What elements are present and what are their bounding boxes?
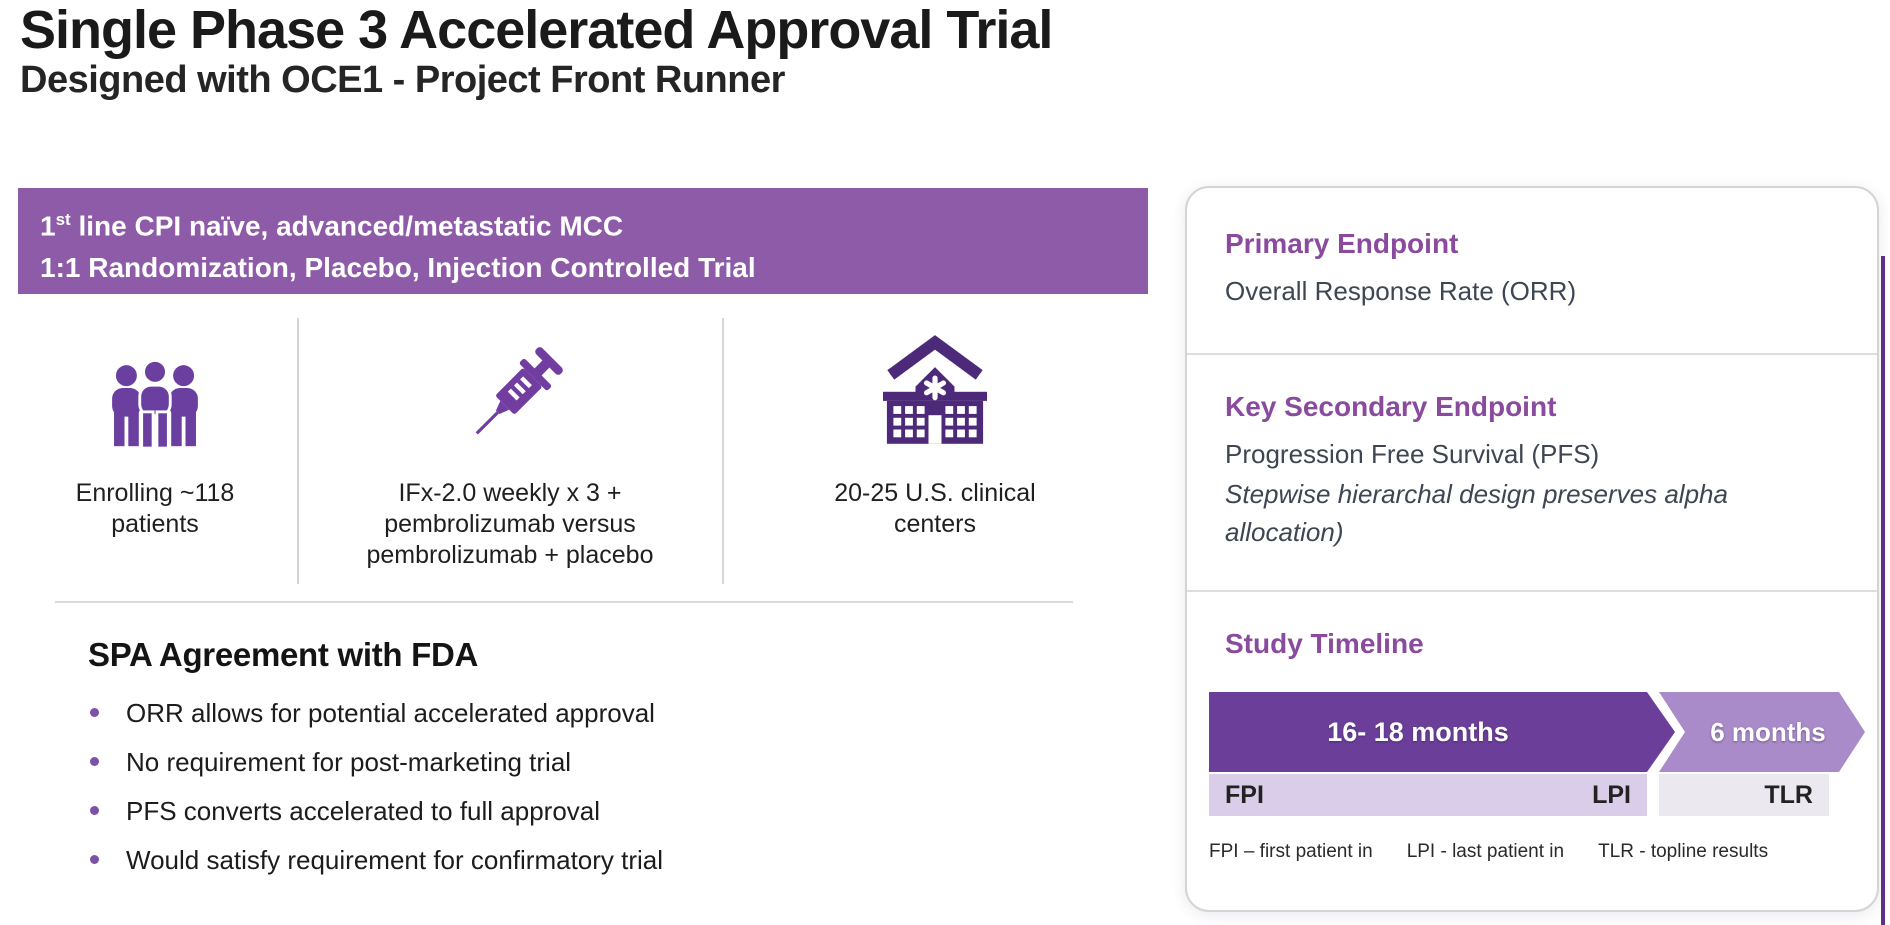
trial-design-banner: 1st line CPI naïve, advanced/metastatic … bbox=[18, 188, 1148, 294]
page-subtitle: Designed with OCE1 - Project Front Runne… bbox=[20, 59, 785, 101]
timeline-phase2-milestones: TLR bbox=[1659, 774, 1829, 816]
milestone-fpi: FPI bbox=[1225, 780, 1264, 809]
timeline-arrows: 16- 18 months 6 months bbox=[1187, 692, 1877, 772]
spa-bullet-4: Would satisfy requirement for confirmato… bbox=[88, 845, 663, 875]
endpoints-card: Primary Endpoint Overall Response Rate (… bbox=[1185, 186, 1879, 912]
legend-tlr: TLR - topline results bbox=[1598, 841, 1769, 862]
spa-heading: SPA Agreement with FDA bbox=[88, 636, 479, 673]
legend-lpi: LPI - last patient in bbox=[1406, 841, 1565, 862]
banner-line-1: 1st line CPI naïve, advanced/metastatic … bbox=[40, 199, 1148, 247]
bullet-dot-icon bbox=[90, 708, 99, 717]
banner-line-1-num: 1 bbox=[40, 210, 56, 242]
spa-bullet-2: No requirement for post-marketing trial bbox=[88, 747, 663, 777]
hospital-icon bbox=[870, 322, 1000, 462]
spa-bullet-3: PFS converts accelerated to full approva… bbox=[88, 796, 663, 826]
page-title: Single Phase 3 Accelerated Approval Tria… bbox=[20, 0, 1053, 60]
study-timeline-heading: Study Timeline bbox=[1225, 628, 1424, 659]
timeline-phase2-arrow: 6 months bbox=[1659, 692, 1865, 772]
primary-endpoint-body: Overall Response Rate (ORR) bbox=[1225, 276, 1577, 306]
legend-fpi: FPI – first patient in bbox=[1209, 841, 1373, 862]
spa-bullet-3-text: PFS converts accelerated to full approva… bbox=[126, 796, 601, 826]
syringe-icon bbox=[448, 322, 572, 462]
timeline-legend: FPI – first patient in LPI - last patien… bbox=[1209, 841, 1768, 863]
secondary-endpoint-note: Stepwise hierarchal design preserves alp… bbox=[1225, 479, 1728, 547]
stat-enrollment-caption: Enrolling ~118 patients bbox=[75, 479, 235, 538]
stat-dosing-caption: IFx-2.0 weekly x 3 + pembrolizumab versu… bbox=[366, 479, 654, 569]
bullet-dot-icon bbox=[90, 806, 99, 815]
stat-centers-caption: 20-25 U.S. clinical centers bbox=[834, 479, 1036, 538]
stat-centers: 20-25 U.S. clinical centers bbox=[735, 322, 1135, 540]
milestone-tlr: TLR bbox=[1764, 780, 1813, 809]
primary-endpoint-heading: Primary Endpoint bbox=[1225, 228, 1459, 259]
bullet-dot-icon bbox=[90, 855, 99, 864]
column-divider-1 bbox=[297, 318, 299, 584]
column-divider-2 bbox=[722, 318, 724, 584]
milestone-lpi: LPI bbox=[1592, 780, 1631, 809]
spa-bullet-1-text: ORR allows for potential accelerated app… bbox=[126, 698, 655, 728]
spa-bullet-2-text: No requirement for post-marketing trial bbox=[126, 747, 572, 777]
banner-line-1-ordinal: st bbox=[55, 210, 71, 229]
stat-enrollment: Enrolling ~118 patients bbox=[30, 322, 280, 540]
spa-bullet-1: ORR allows for potential accelerated app… bbox=[88, 698, 663, 728]
timeline-phase1-arrow: 16- 18 months bbox=[1209, 692, 1675, 772]
stat-dosing: IFx-2.0 weekly x 3 + pembrolizumab versu… bbox=[310, 322, 710, 571]
banner-line-2: 1:1 Randomization, Placebo, Injection Co… bbox=[40, 252, 756, 284]
section-divider bbox=[55, 601, 1073, 603]
bullet-dot-icon bbox=[90, 757, 99, 766]
timeline-phase1-milestones: FPI LPI bbox=[1209, 774, 1647, 816]
banner-line-1-text: line CPI naïve, advanced/metastatic MCC bbox=[70, 210, 624, 242]
right-edge-line bbox=[1881, 256, 1885, 925]
spa-bullet-4-text: Would satisfy requirement for confirmato… bbox=[126, 845, 664, 875]
card-divider-1 bbox=[1187, 353, 1877, 355]
secondary-endpoint-body: Progression Free Survival (PFS) bbox=[1225, 439, 1600, 469]
secondary-endpoint-heading: Key Secondary Endpoint bbox=[1225, 391, 1557, 422]
spa-bullet-list: ORR allows for potential accelerated app… bbox=[88, 698, 663, 894]
card-divider-2 bbox=[1187, 590, 1877, 592]
patients-group-icon bbox=[94, 322, 216, 462]
